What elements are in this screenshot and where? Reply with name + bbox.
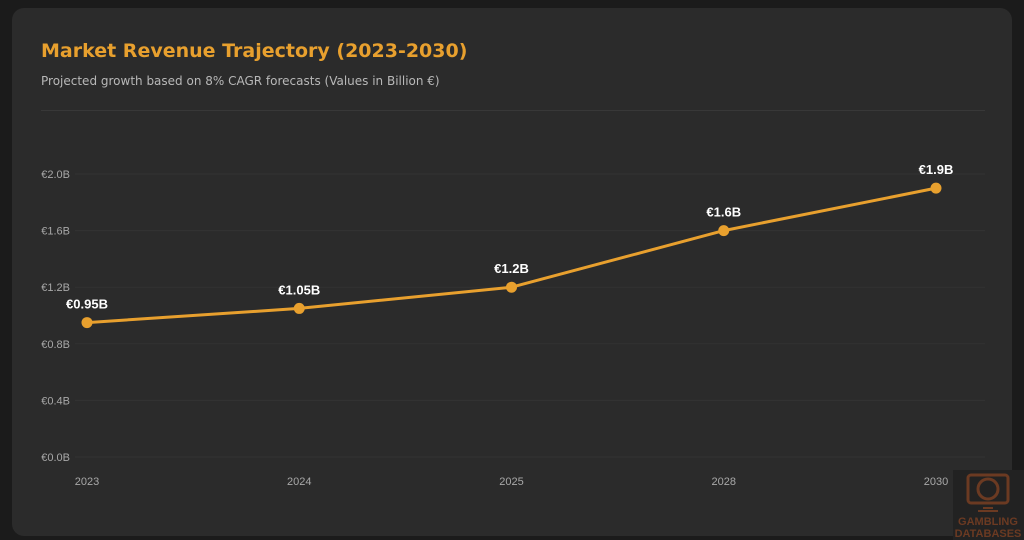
data-label: €0.95B (66, 297, 108, 312)
x-tick-label: 2023 (75, 476, 99, 488)
monitor-chip-icon: GAMBLING DATABASES (955, 473, 1022, 540)
x-tick-label: 2024 (287, 476, 311, 488)
chart-title: Market Revenue Trajectory (2023-2030) (41, 40, 468, 62)
y-tick-label: €1.6B (41, 226, 70, 238)
data-point (81, 317, 93, 329)
watermark-logo: GAMBLING DATABASES (953, 470, 1024, 540)
x-tick-label: 2030 (924, 476, 948, 488)
data-point (293, 302, 305, 314)
y-tick-label: €0.4B (41, 395, 70, 407)
data-label: €1.2B (494, 261, 529, 276)
series-line (86, 186, 937, 325)
y-tick-label: €0.8B (41, 339, 70, 351)
y-tick-label: €2.0B (41, 169, 70, 181)
data-label: €1.6B (706, 205, 741, 220)
data-label: €1.9B (919, 162, 954, 177)
chart-subtitle: Projected growth based on 8% CAGR foreca… (41, 74, 440, 88)
data-point (718, 225, 730, 237)
x-tick-label: 2028 (712, 476, 736, 488)
svg-text:GAMBLING: GAMBLING (958, 516, 1018, 528)
chart-card: Market Revenue Trajectory (2023-2030) Pr… (12, 8, 1012, 536)
y-tick-label: €1.2B (41, 282, 70, 294)
data-point (930, 182, 942, 194)
y-tick-label: €0.0B (41, 452, 70, 464)
divider (41, 110, 985, 111)
data-label: €1.05B (278, 282, 320, 297)
data-point (506, 281, 517, 293)
svg-text:DATABASES: DATABASES (955, 528, 1022, 540)
x-tick-label: 2025 (499, 476, 523, 488)
